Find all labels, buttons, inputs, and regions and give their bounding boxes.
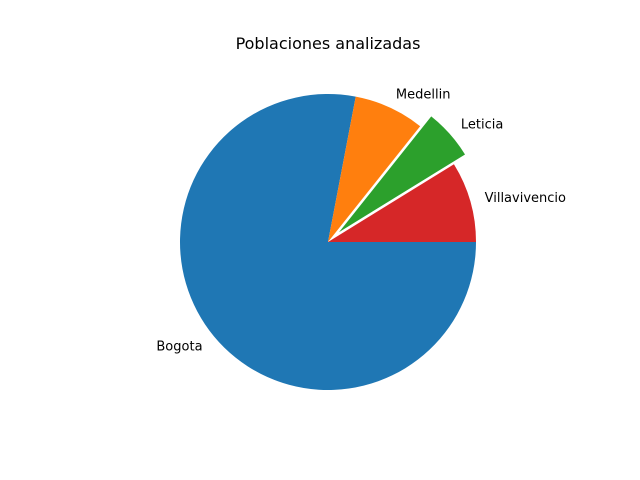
pie-slices xyxy=(180,93,477,390)
pie-slice-leticia xyxy=(339,116,466,233)
pie-labels: Bogota Medellin Leticia Villavivencio xyxy=(156,88,566,355)
pie-label-leticia: Leticia xyxy=(461,118,503,133)
pie-slice-bogota xyxy=(180,93,477,390)
chart-title: Poblaciones analizadas xyxy=(236,34,421,53)
pie-label-medellin: Medellin xyxy=(396,88,451,103)
pie-slice-villavivencio xyxy=(328,164,476,242)
pie-slice-medellin xyxy=(328,96,421,242)
pie-label-bogota: Bogota xyxy=(156,339,202,354)
pie-label-villavivencio: Villavivencio xyxy=(485,191,566,206)
